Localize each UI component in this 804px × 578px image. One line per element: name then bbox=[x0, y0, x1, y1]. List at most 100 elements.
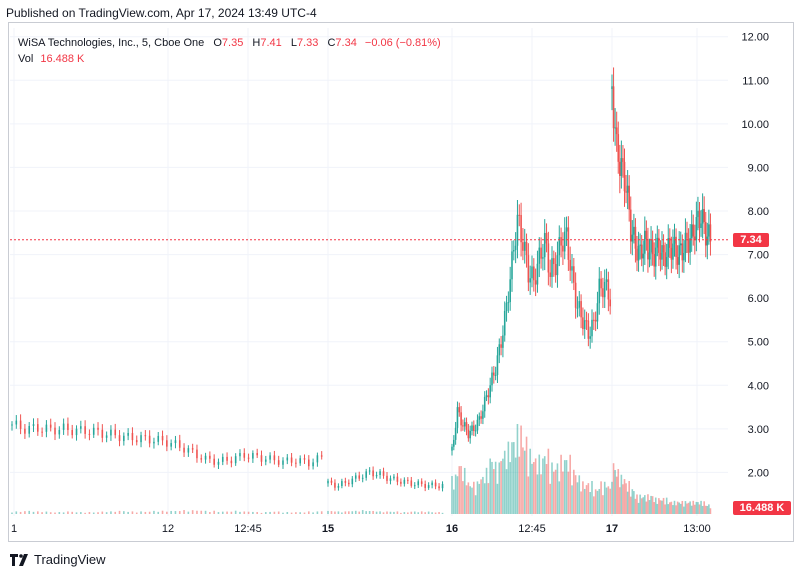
volume-bar bbox=[640, 498, 643, 514]
candle-body bbox=[664, 252, 666, 267]
candle-body bbox=[417, 481, 420, 486]
candle-body bbox=[623, 161, 626, 192]
candle-body bbox=[204, 455, 207, 460]
volume-bar bbox=[684, 501, 687, 514]
candle-body bbox=[578, 301, 581, 308]
ohlc-line: WiSA Technologies, Inc., 5, Cboe One O7.… bbox=[18, 35, 441, 51]
volume-bar bbox=[478, 483, 481, 514]
candle-body bbox=[525, 241, 528, 256]
x-tick-label: 13:00 bbox=[683, 523, 711, 535]
volume-bar bbox=[602, 495, 604, 514]
volume-bar bbox=[463, 467, 466, 514]
volume-bar bbox=[11, 512, 13, 514]
volume-bar bbox=[71, 511, 74, 514]
candle-body bbox=[407, 479, 409, 481]
volume-bar bbox=[465, 485, 468, 514]
candle-body bbox=[454, 427, 457, 440]
volume-bar bbox=[634, 498, 637, 514]
volume-bar bbox=[591, 481, 593, 514]
footer-brand[interactable]: TradingView bbox=[10, 552, 106, 567]
candle-body bbox=[482, 411, 484, 419]
candle-body bbox=[286, 457, 289, 461]
candle-body bbox=[379, 471, 381, 476]
candle-body bbox=[653, 254, 655, 267]
volume-bar bbox=[645, 501, 648, 514]
volume-bar bbox=[516, 424, 519, 514]
volume-bar bbox=[607, 486, 610, 514]
candle-body bbox=[545, 232, 548, 244]
volume-bar bbox=[403, 512, 406, 514]
candle-body bbox=[191, 448, 194, 450]
candle-body bbox=[354, 475, 357, 479]
volume-bar bbox=[379, 511, 381, 514]
candle-body bbox=[593, 319, 595, 321]
volume-bar bbox=[662, 497, 665, 514]
candle-body bbox=[496, 355, 499, 375]
volume-bar bbox=[672, 505, 674, 514]
x-tick-label: 1 bbox=[11, 523, 17, 535]
candle-body bbox=[523, 241, 526, 251]
candle-body bbox=[619, 161, 621, 176]
candle-body bbox=[434, 482, 437, 487]
candle-body bbox=[327, 480, 329, 484]
volume-bar bbox=[54, 512, 56, 514]
symbol-name[interactable]: WiSA Technologies, Inc., 5, Cboe One bbox=[18, 37, 205, 49]
candle-body bbox=[361, 477, 364, 479]
volume-bar bbox=[230, 511, 233, 514]
volume-bar bbox=[609, 488, 611, 514]
volume-bar bbox=[593, 496, 595, 514]
candle-body bbox=[187, 448, 190, 453]
candle-body bbox=[708, 224, 710, 237]
volume-bar bbox=[396, 511, 399, 514]
candle-body bbox=[290, 457, 293, 463]
footer-brand-label: TradingView bbox=[34, 552, 106, 567]
volume-bar bbox=[67, 511, 69, 514]
candle-body bbox=[131, 432, 134, 441]
volume-bar bbox=[213, 510, 215, 514]
volume-bar bbox=[471, 487, 473, 514]
volume-bar bbox=[673, 500, 676, 514]
volume-bar bbox=[547, 448, 550, 514]
candle-body bbox=[174, 440, 177, 444]
candle-body bbox=[531, 266, 533, 279]
candle-body bbox=[611, 86, 613, 89]
candle-body bbox=[573, 266, 575, 283]
candle-body bbox=[644, 230, 646, 254]
candle-body bbox=[503, 310, 506, 336]
candle-body bbox=[534, 280, 537, 285]
candle-body bbox=[704, 221, 707, 246]
volume-bar bbox=[578, 475, 581, 514]
candle-body bbox=[706, 236, 709, 246]
volume-bar bbox=[622, 484, 624, 514]
candle-body bbox=[654, 247, 657, 267]
volume-bar bbox=[348, 511, 350, 514]
volume-bar bbox=[518, 456, 521, 514]
volume-bar bbox=[513, 442, 515, 514]
candle-body bbox=[571, 266, 573, 271]
volume-bar bbox=[358, 511, 361, 514]
volume-bar bbox=[658, 498, 660, 514]
volume-bar bbox=[260, 512, 263, 514]
candle-body bbox=[507, 302, 510, 304]
volume-bar bbox=[567, 471, 570, 514]
candle-body bbox=[631, 234, 634, 242]
candle-body bbox=[478, 416, 481, 420]
chart-frame[interactable] bbox=[8, 22, 794, 542]
volume-bar bbox=[580, 491, 582, 514]
volume-bar bbox=[140, 511, 142, 514]
volume-bar bbox=[75, 512, 78, 514]
volume-bar bbox=[460, 466, 462, 514]
candle-body bbox=[629, 209, 632, 242]
volume-bar bbox=[88, 512, 91, 514]
volume-bar bbox=[127, 511, 129, 514]
volume-bar bbox=[417, 512, 420, 514]
candle-body bbox=[183, 447, 185, 453]
candle-body bbox=[554, 264, 557, 276]
volume-bar bbox=[135, 512, 138, 514]
candle-body bbox=[701, 209, 704, 224]
candle-body bbox=[256, 453, 258, 456]
candle-body bbox=[483, 396, 486, 412]
volume-bar bbox=[28, 510, 31, 514]
candle-body bbox=[92, 427, 95, 435]
